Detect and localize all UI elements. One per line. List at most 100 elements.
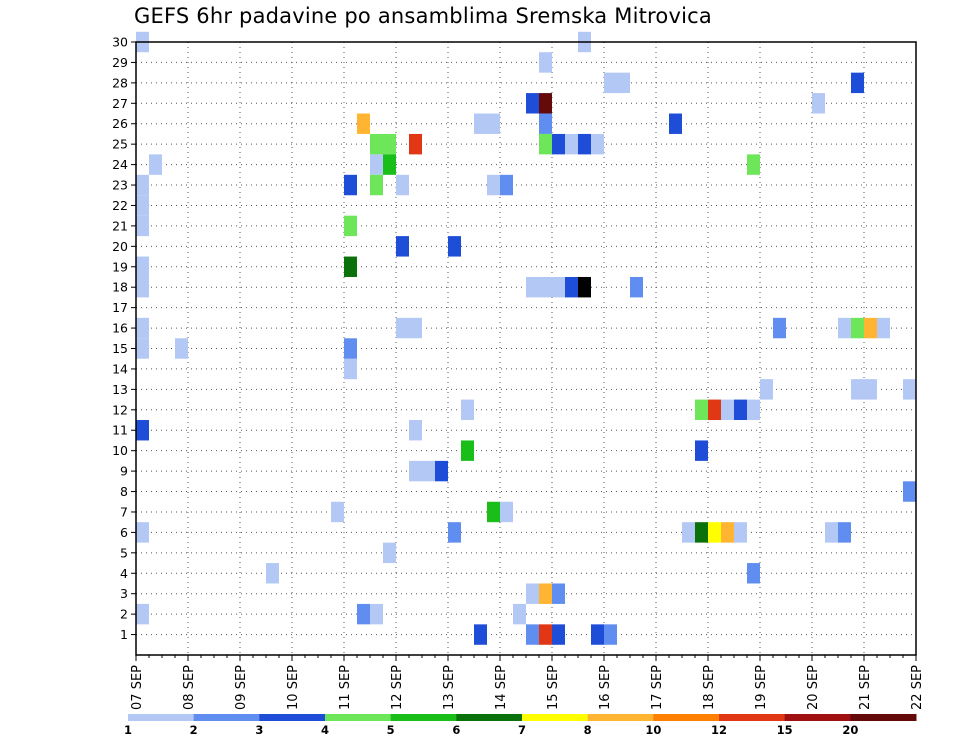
precip-cell (552, 133, 565, 155)
y-tick-label: 7 (120, 504, 128, 519)
precip-cell (851, 379, 864, 400)
precip-cell (500, 174, 513, 196)
precip-cell (695, 522, 708, 543)
x-tick-label: 11 SEP (338, 665, 353, 710)
precip-cell (760, 379, 773, 400)
precip-cell (344, 256, 357, 277)
precip-cell (539, 113, 552, 134)
y-tick-label: 2 (120, 607, 128, 622)
precip-cell (448, 522, 461, 543)
x-tick-label: 18 SEP (702, 665, 717, 710)
precip-cell (630, 276, 643, 298)
precip-cell (526, 276, 539, 298)
precip-cell (747, 563, 760, 584)
colorbar-label: 12 (711, 723, 727, 737)
y-tick-label: 24 (112, 157, 128, 172)
precip-cell (565, 276, 578, 298)
precip-cell (396, 174, 409, 196)
precip-cell (695, 399, 708, 421)
precip-cell (136, 522, 149, 543)
precip-cell (136, 215, 149, 237)
colorbar-label: 7 (518, 723, 526, 737)
colorbar-segment (653, 714, 720, 721)
precip-cell (474, 113, 487, 134)
precip-cell (591, 133, 604, 155)
precip-cell (903, 481, 916, 502)
precip-cell (500, 501, 513, 523)
precip-cell (734, 399, 747, 421)
colorbar-label: 8 (584, 723, 592, 737)
colorbar-segment (390, 714, 457, 721)
x-tick-label: 10 SEP (286, 665, 301, 710)
precip-cell (448, 236, 461, 257)
precip-cell (617, 72, 630, 94)
precip-cell (461, 399, 474, 421)
precip-cell (149, 154, 162, 175)
precip-cell (357, 603, 370, 625)
precip-cell (578, 276, 591, 298)
colorbar-label: 15 (777, 723, 793, 737)
y-tick-label: 26 (112, 116, 128, 131)
precip-cell (526, 93, 539, 114)
precip-cell (357, 113, 370, 134)
colorbar-segment (522, 714, 589, 721)
precip-cell (552, 583, 565, 604)
precip-cell (708, 399, 721, 421)
y-tick-label: 27 (112, 96, 128, 111)
precip-cell (513, 603, 526, 625)
colorbar-segment (719, 714, 786, 721)
precip-cell (422, 460, 435, 482)
colorbar-segment (784, 714, 851, 721)
precip-cell (838, 317, 851, 339)
y-tick-label: 18 (112, 280, 128, 295)
precip-cell (474, 624, 487, 645)
colorbar-segment (456, 714, 523, 721)
precip-cell (136, 420, 149, 441)
precip-cell (708, 522, 721, 543)
y-tick-label: 15 (112, 341, 128, 356)
colorbar-segment (325, 714, 392, 721)
colorbar-segment (128, 714, 195, 721)
precip-cell (825, 522, 838, 543)
y-tick-label: 29 (112, 55, 128, 70)
precip-cell (266, 563, 279, 584)
y-tick-label: 11 (112, 423, 128, 438)
colorbar-segment (587, 714, 654, 721)
colorbar-label: 20 (842, 723, 858, 737)
y-tick-label: 28 (112, 75, 128, 90)
x-tick-label: 13 SEP (442, 665, 457, 710)
x-axis: 07 SEP 08 SEP 09 SEP 10 SEP 11 SEP 12 SEP 13 S… (130, 655, 925, 710)
colorbar-segment (259, 714, 326, 721)
y-tick-label: 25 (112, 137, 128, 152)
precip-cell (136, 256, 149, 277)
precip-cell (682, 522, 695, 543)
precip-cell (851, 317, 864, 339)
precip-cell (409, 420, 422, 441)
precip-cell (747, 154, 760, 175)
x-tick-label: 22 SEP (910, 665, 925, 710)
colorbar-label: 3 (255, 723, 263, 737)
precip-cell (409, 133, 422, 155)
precip-cell (526, 583, 539, 604)
colorbar-label: 1 (124, 723, 132, 737)
x-tick-label: 19 SEP (754, 665, 769, 710)
x-tick-label: 14 SEP (494, 665, 509, 710)
precip-cell (370, 133, 383, 155)
precip-cell (370, 154, 383, 175)
precip-cell (591, 624, 604, 645)
y-tick-label: 12 (112, 402, 128, 417)
precip-cell (604, 72, 617, 94)
y-tick-label: 21 (112, 218, 128, 233)
precip-cell (669, 113, 682, 134)
precip-cell (539, 624, 552, 645)
y-tick-label: 6 (120, 525, 128, 540)
y-tick-label: 30 (112, 35, 128, 50)
precip-cell (383, 154, 396, 175)
colorbar-label: 6 (452, 723, 460, 737)
y-axis: 1234567891011121314151617181920212223242… (112, 35, 136, 642)
x-tick-label: 12 SEP (390, 665, 405, 710)
y-tick-label: 16 (112, 321, 128, 336)
precip-cell (344, 338, 357, 359)
x-tick-label: 07 SEP (130, 665, 145, 710)
precip-cell (526, 624, 539, 645)
